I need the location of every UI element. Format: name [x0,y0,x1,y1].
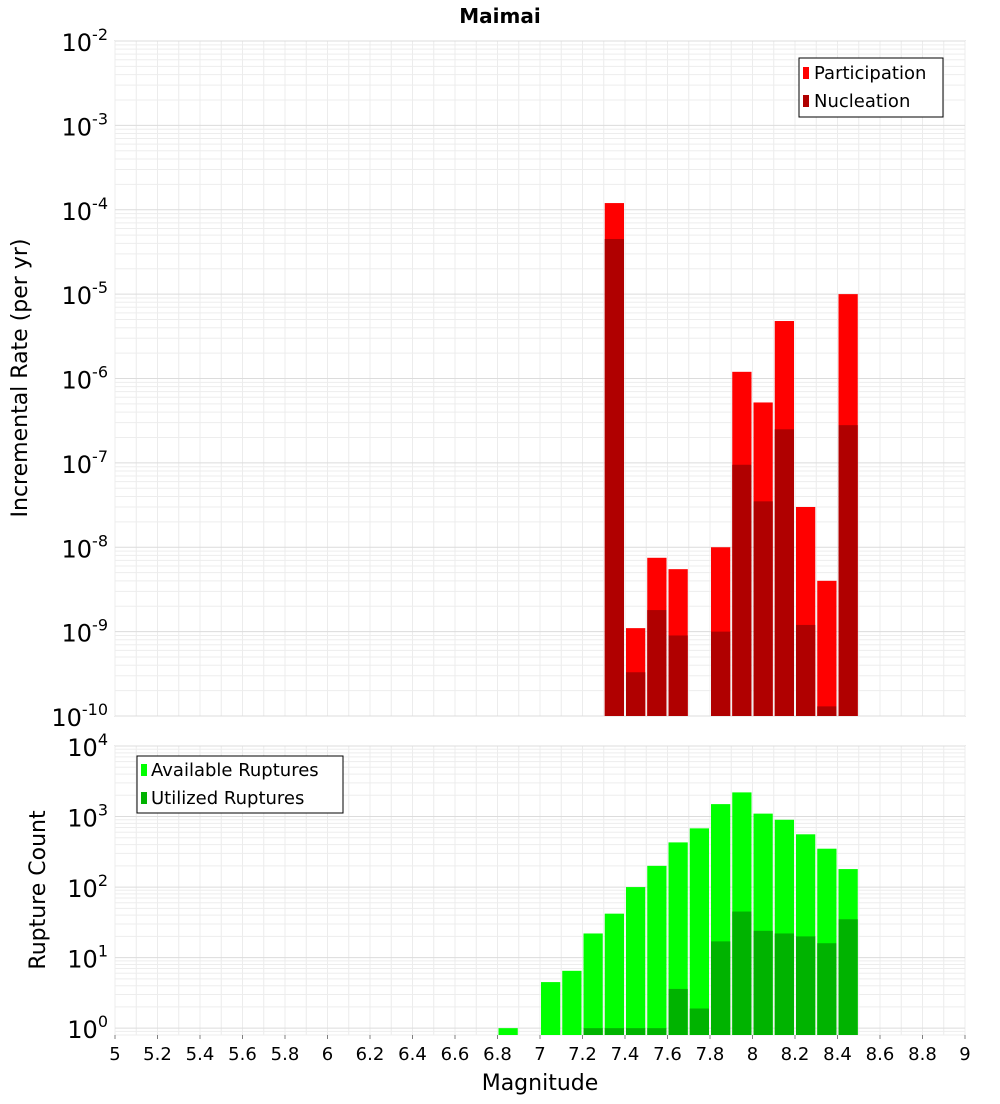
top-y-tick-label: 10-9 [62,616,109,648]
legend-swatch-nucleation [803,95,809,107]
x-tick-label: 5.2 [143,1044,172,1065]
nucleation-bar [817,706,837,716]
x-tick-label: 8.4 [823,1044,852,1065]
x-tick-label: 6.2 [356,1044,385,1065]
nucleation-bar [604,239,624,716]
utilized-ruptures-bar [774,933,794,1035]
x-tick-label: 8.2 [781,1044,810,1065]
bottom-y-tick-label: 104 [67,730,108,762]
nucleation-bar [796,624,816,716]
legend-label-available: Available Ruptures [151,760,319,781]
utilized-ruptures-bar [753,930,773,1035]
bottom-y-tick-label: 100 [67,1012,108,1044]
x-tick-label: 7.4 [611,1044,640,1065]
x-tick-label: 7 [534,1044,545,1065]
utilized-ruptures-bar [583,1028,603,1035]
top-legend-box [798,57,944,118]
x-tick-label: 6 [322,1044,333,1065]
available-ruptures-bar [498,1028,518,1035]
x-tick-label: 9 [959,1044,970,1065]
top-y-tick-labels: 10-2 10-3 10-4 10-5 10-6 10-7 10-8 10-9 10-10 [51,25,108,732]
x-axis-label: Magnitude [482,1071,599,1096]
nucleation-bar [626,672,646,716]
x-tick-label: 5.4 [186,1044,215,1065]
utilized-ruptures-bar [711,941,731,1035]
nucleation-bar [774,429,794,716]
x-tick-label: 5.8 [271,1044,300,1065]
available-ruptures-bar [668,842,688,1035]
utilized-ruptures-bar [668,988,688,1035]
legend-swatch-utilized [141,792,147,804]
x-tick-label: 6.6 [441,1044,470,1065]
utilized-ruptures-bar [838,919,858,1035]
legend-swatch-participation [803,67,809,79]
available-ruptures-bar [626,887,646,1035]
top-y-tick-label: 10-6 [62,363,109,395]
utilized-ruptures-bar [796,936,816,1035]
bottom-legend: Available Ruptures Utilized Ruptures [136,755,344,814]
top-y-tick-label: 10-4 [62,194,109,226]
nucleation-bar [711,631,731,716]
participation-bar [817,580,837,716]
top-y-tick-label: 10-8 [62,531,109,563]
available-ruptures-bar [604,913,624,1035]
top-legend: Participation Nucleation [798,57,944,118]
utilized-ruptures-bar [647,1028,667,1035]
nucleation-bar [753,501,773,716]
utilized-ruptures-bar [732,911,752,1035]
utilized-ruptures-bar [626,1028,646,1035]
utilized-ruptures-bar [817,943,837,1035]
x-tick-label: 7.8 [696,1044,725,1065]
bottom-y-axis-label: Rupture Count [26,810,51,970]
nucleation-bar [732,464,752,716]
available-ruptures-bar [562,970,582,1035]
bottom-legend-box [136,755,344,814]
top-y-tick-label: 10-3 [62,109,109,141]
x-tick-label: 8 [747,1044,758,1065]
bottom-bars [498,792,858,1035]
available-ruptures-bar [541,982,561,1035]
nucleation-bar [838,425,858,716]
legend-label-utilized: Utilized Ruptures [151,788,304,809]
top-y-tick-label: 10-10 [51,700,108,732]
bottom-y-tick-label: 102 [67,871,108,903]
x-tick-label: 5 [109,1044,120,1065]
x-tick-labels: 5 5.2 5.4 5.6 5.8 6 6.2 6.4 6.6 6.8 7 7.2 7.4 7.6 7.8 8… [109,1035,971,1065]
bottom-y-tick-labels: 104 103 102 101 100 [67,730,108,1044]
legend-label-nucleation: Nucleation [814,91,910,112]
nucleation-bar [647,610,667,716]
x-tick-label: 7.6 [653,1044,682,1065]
available-ruptures-bar [583,933,603,1035]
x-tick-label: 6.8 [483,1044,512,1065]
top-y-axis-label: Incremental Rate (per yr) [8,239,33,518]
bottom-y-tick-label: 103 [67,801,108,833]
x-tick-label: 8.6 [866,1044,895,1065]
available-ruptures-bar [689,828,709,1035]
x-tick-label: 7.2 [568,1044,597,1065]
x-tick-label: 5.6 [228,1044,257,1065]
utilized-ruptures-bar [604,1028,624,1035]
top-y-tick-label: 10-5 [62,278,109,310]
nucleation-bar [668,635,688,716]
top-y-tick-label: 10-7 [62,447,109,479]
available-ruptures-bar [647,865,667,1035]
top-y-tick-label: 10-2 [62,25,109,57]
chart-title: Maimai [459,4,540,28]
top-grid [114,40,966,717]
top-bars [604,203,858,716]
legend-label-participation: Participation [814,63,926,84]
utilized-ruptures-bar [689,1008,709,1035]
legend-swatch-available [141,764,147,776]
x-tick-label: 6.4 [398,1044,427,1065]
x-tick-label: 8.8 [908,1044,937,1065]
bottom-y-tick-label: 101 [67,942,108,974]
